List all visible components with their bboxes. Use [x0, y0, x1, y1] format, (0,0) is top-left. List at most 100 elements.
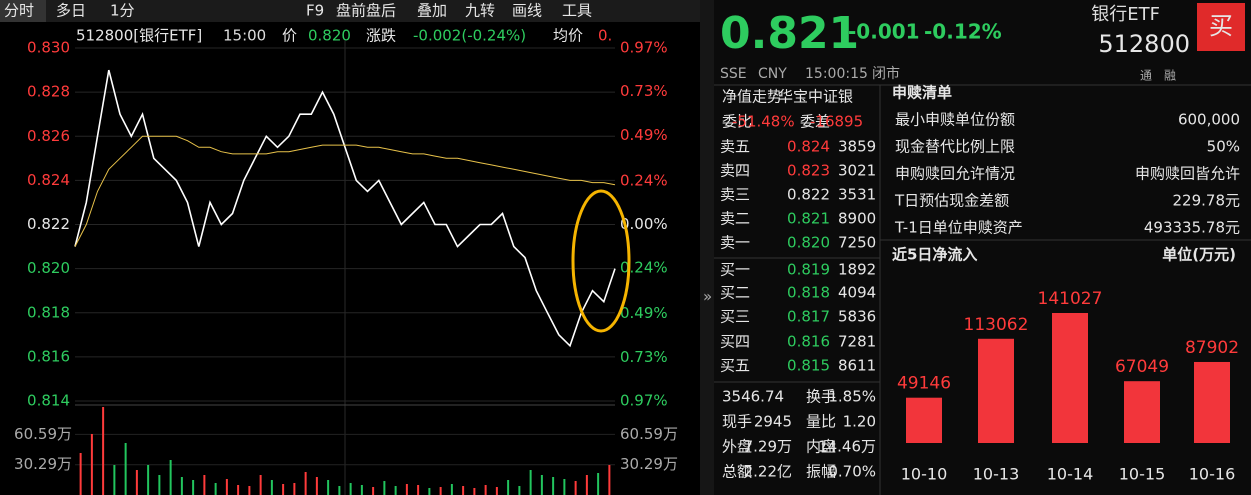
volume-bar	[169, 460, 172, 495]
label: 现金替代比例上限	[895, 138, 1015, 156]
label: 0.821	[720, 8, 859, 59]
label: 0.815	[787, 357, 830, 375]
volume-bar	[383, 481, 386, 495]
label: 0.816	[787, 333, 830, 351]
label[interactable]: 分时	[4, 2, 34, 20]
volume-bar	[372, 487, 375, 495]
label: 15:00	[223, 27, 266, 45]
label: 50%	[1207, 138, 1240, 156]
label: 0.97%	[620, 392, 668, 410]
volume-bar	[473, 488, 476, 495]
label: 49146	[897, 374, 951, 394]
label: 493335.78元	[1144, 219, 1240, 237]
label: 卖一	[720, 234, 750, 252]
highlight	[571, 189, 631, 333]
label: 0.97%	[620, 39, 668, 57]
label: T-1日单位申赎资产	[894, 219, 1023, 237]
buy-button[interactable]	[1197, 3, 1245, 51]
label: 买五	[720, 357, 750, 375]
bar	[906, 397, 942, 443]
volume-bar	[327, 480, 330, 495]
bar	[978, 338, 1014, 443]
label[interactable]: 1分	[110, 2, 135, 20]
label: 0.817	[787, 308, 830, 326]
label: 价	[282, 27, 297, 45]
volume-bar	[495, 487, 498, 495]
volume-bar	[540, 475, 543, 495]
label: 买二	[720, 284, 750, 302]
bar	[1052, 313, 1088, 443]
label: 0.822	[27, 215, 70, 233]
label: 0.	[598, 27, 612, 45]
label: 0.820	[787, 234, 830, 252]
label[interactable]: F9	[306, 2, 324, 20]
volume-bar	[360, 485, 363, 495]
volume-bar	[135, 470, 138, 495]
label: 总额	[722, 463, 752, 481]
label: 60.59万	[620, 425, 678, 443]
volume-bar	[585, 475, 588, 495]
label: 0.818	[787, 284, 830, 302]
volume-bar	[282, 484, 285, 495]
label: 卖二	[720, 210, 750, 228]
label[interactable]: 叠加	[417, 2, 447, 20]
label: 融	[1164, 69, 1176, 83]
label: 1892	[838, 261, 876, 279]
label: 0.824	[27, 171, 70, 189]
volume-bar	[315, 477, 318, 495]
label: 3531	[838, 186, 876, 204]
avg-line	[74, 135, 616, 247]
label: 0.816	[27, 347, 70, 365]
label: 最小申赎单位份额	[895, 111, 1015, 129]
label: 60.59万	[14, 425, 72, 443]
label: -0.002(-0.24%)	[413, 27, 526, 45]
volume-bar	[203, 475, 206, 495]
label: -0.12%	[924, 20, 1002, 44]
label: 600,000	[1178, 111, 1240, 129]
label[interactable]: 九转	[465, 2, 495, 20]
bar	[1194, 361, 1230, 443]
volume-bar	[462, 486, 465, 495]
volume-bar	[608, 465, 611, 495]
volume-bar	[597, 473, 600, 495]
volume-bar	[428, 488, 431, 495]
label: 申赎清单	[892, 84, 952, 102]
label[interactable]: 画线	[512, 2, 542, 20]
toolbar-bg	[0, 0, 700, 22]
label: 净值走势	[722, 88, 782, 106]
label: 7250	[838, 234, 876, 252]
label: 10-15	[1119, 465, 1166, 484]
volume-bar	[180, 477, 183, 495]
chart-bg	[0, 0, 700, 495]
buy-label[interactable]: 买	[1209, 12, 1233, 40]
label: 0.00%	[620, 215, 668, 233]
label: 14.46万	[818, 438, 876, 456]
label: 均价	[553, 27, 583, 45]
label[interactable]: 多日	[56, 2, 86, 20]
label: 0.823	[787, 162, 830, 180]
label: 0.820	[308, 27, 351, 45]
label[interactable]: 盘前盘后	[336, 2, 396, 20]
label: 8900	[838, 210, 876, 228]
label: 卖四	[720, 162, 750, 180]
label: 通	[1140, 69, 1152, 83]
label: 单位(万元)	[1162, 246, 1236, 264]
label[interactable]: 工具	[562, 2, 592, 20]
expand-icon[interactable]: »	[703, 288, 712, 306]
label: -16895	[810, 113, 863, 131]
label: 0.24%	[620, 259, 668, 277]
volume-bar	[158, 475, 161, 495]
label: 0.824	[787, 138, 830, 156]
volume-bar	[90, 434, 93, 495]
volume-bar	[113, 465, 116, 495]
label: 512800[银行ETF]	[76, 27, 202, 45]
label: 0.49%	[620, 126, 668, 144]
label: 15:00:15	[805, 66, 868, 82]
label: 30.29万	[14, 455, 72, 473]
label: 7.29万	[744, 438, 792, 456]
volume-bar	[270, 480, 273, 495]
volume-bar	[147, 465, 150, 495]
label: 2945	[754, 413, 792, 431]
